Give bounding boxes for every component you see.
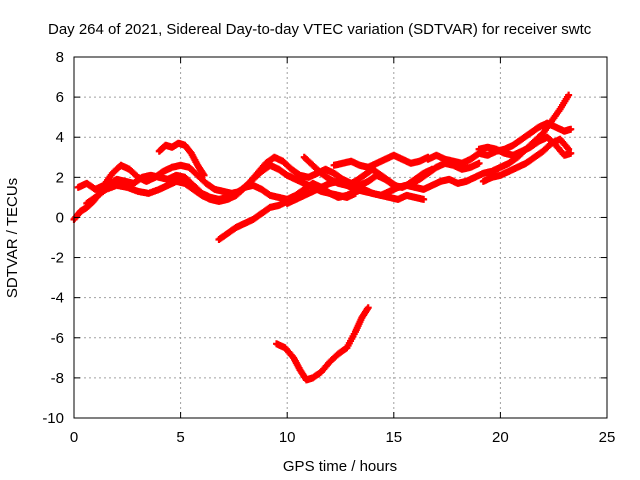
series-track-12 <box>273 304 372 384</box>
chart-title: Day 264 of 2021, Sidereal Day-to-day VTE… <box>48 21 592 38</box>
series-track-3 <box>83 161 359 207</box>
data-point <box>364 304 372 312</box>
y-tick-label: 0 <box>56 209 64 226</box>
y-tick-label: -10 <box>42 410 64 427</box>
x-tick-label: 10 <box>279 429 296 446</box>
y-axis-label: SDTVAR / TECUs <box>4 178 21 298</box>
x-tick-label: 15 <box>385 429 402 446</box>
series-track-7 <box>300 153 436 191</box>
y-tick-label: 6 <box>56 89 64 106</box>
data-point <box>420 195 428 203</box>
data-point <box>565 145 573 153</box>
series-track-11 <box>479 135 573 185</box>
y-tick-label: -6 <box>51 330 64 347</box>
series-track-8 <box>330 151 432 171</box>
x-axis-label: GPS time / hours <box>283 458 397 475</box>
x-tick-label: 25 <box>599 429 616 446</box>
x-tick-label: 5 <box>176 429 184 446</box>
data-point <box>567 149 575 157</box>
data-point <box>200 171 208 179</box>
axis-layer: 0 5 10 15 20 25 -10 -8 -6 -4 -2 0 2 4 6 8 <box>42 49 615 446</box>
data-point <box>565 91 573 99</box>
data-point <box>475 159 483 167</box>
y-tick-label: -8 <box>51 370 64 387</box>
y-tick-label: -2 <box>51 250 64 267</box>
data-point <box>567 125 575 133</box>
series-track-10 <box>475 133 575 159</box>
data-layer <box>70 91 575 384</box>
y-tick-label: -4 <box>51 290 64 307</box>
plot-frame <box>73 56 608 419</box>
x-tick-label: 20 <box>492 429 509 446</box>
series-track-4 <box>155 139 208 179</box>
x-tick-label: 0 <box>70 429 78 446</box>
y-tick-label: 4 <box>56 129 64 146</box>
y-tick-label: 8 <box>56 49 64 66</box>
data-point <box>428 165 436 173</box>
y-tick-label: 2 <box>56 169 64 186</box>
